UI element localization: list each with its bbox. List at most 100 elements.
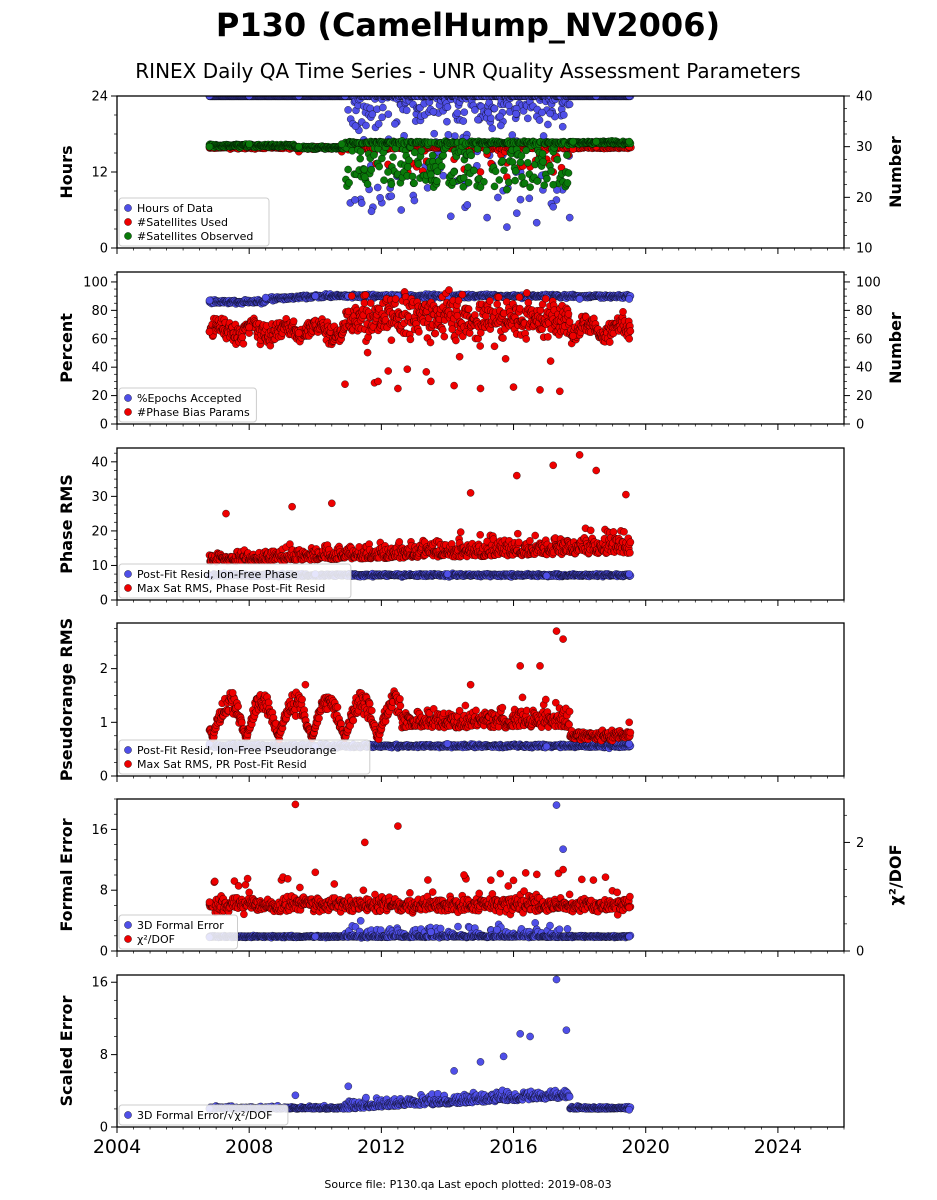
data-point	[540, 181, 548, 189]
data-point	[367, 207, 376, 216]
data-point	[429, 107, 438, 116]
data-point	[415, 328, 423, 336]
data-point	[546, 357, 555, 365]
y-right-tick-label: 20	[856, 389, 873, 404]
data-point	[238, 333, 247, 341]
y-axis-label: Percent	[57, 313, 76, 383]
y-right-tick-label: 30	[856, 140, 873, 155]
data-point	[543, 174, 551, 183]
data-point	[261, 293, 270, 302]
data-point	[476, 183, 485, 191]
data-point	[368, 110, 377, 119]
legend-label: #Satellites Used	[137, 216, 228, 229]
data-point	[450, 381, 458, 390]
data-point	[431, 329, 440, 338]
data-point	[443, 117, 451, 126]
data-point	[564, 169, 573, 177]
legend-label: #Phase Bias Params	[137, 406, 250, 419]
figure-title: P130 (CamelHump_NV2006)	[216, 6, 720, 44]
data-point	[357, 199, 366, 207]
data-point	[522, 146, 530, 155]
data-point	[363, 180, 372, 188]
series-phase_max	[205, 451, 635, 566]
y-tick-label: 60	[91, 332, 108, 347]
figure-subtitle: RINEX Daily QA Time Series - UNR Quality…	[135, 59, 800, 83]
data-point	[453, 109, 462, 117]
series-obs	[205, 137, 635, 194]
data-point	[474, 115, 482, 124]
data-point	[488, 124, 496, 133]
data-point	[427, 377, 435, 386]
y-right-tick-label: 100	[856, 275, 881, 290]
data-point	[344, 165, 352, 174]
data-point	[569, 332, 577, 340]
data-point	[493, 300, 501, 308]
data-point	[351, 122, 360, 130]
data-point	[524, 298, 533, 307]
y-right-tick-label: 20	[856, 191, 873, 206]
data-point	[494, 293, 503, 301]
data-point	[408, 172, 417, 181]
data-point	[526, 183, 534, 191]
data-point	[486, 297, 494, 305]
data-point	[575, 295, 584, 303]
data-point	[205, 327, 214, 336]
data-point	[391, 295, 400, 303]
data-point	[490, 182, 499, 191]
series-bias	[205, 286, 635, 396]
y-tick-label: 12	[91, 166, 108, 181]
data-point	[374, 377, 382, 386]
data-point	[498, 157, 507, 165]
data-point	[433, 177, 441, 185]
data-point	[535, 116, 544, 124]
data-point	[512, 110, 520, 118]
legend-label: Hours of Data	[137, 202, 213, 215]
data-point	[389, 153, 397, 161]
data-point	[565, 318, 574, 326]
data-point	[414, 160, 423, 168]
data-point	[452, 336, 460, 345]
data-point	[370, 151, 378, 159]
y-axis-label: Hours	[57, 145, 76, 198]
data-point	[501, 355, 510, 363]
data-point	[427, 170, 435, 179]
data-point	[503, 223, 511, 231]
legend-marker	[124, 204, 132, 212]
data-point	[376, 194, 384, 202]
data-point	[447, 212, 455, 221]
data-point	[565, 100, 574, 109]
data-point	[405, 156, 413, 165]
data-point	[536, 386, 544, 394]
data-point	[503, 185, 511, 194]
data-point	[496, 112, 504, 121]
data-point	[480, 178, 488, 186]
data-point	[516, 158, 525, 167]
legend-marker	[124, 218, 132, 226]
data-point	[406, 335, 415, 344]
data-point	[544, 333, 552, 341]
panel-1-points	[205, 96, 635, 231]
data-point	[445, 286, 453, 294]
data-point	[511, 167, 520, 175]
data-point	[625, 570, 633, 578]
data-point	[245, 140, 253, 148]
data-point	[494, 193, 502, 202]
data-point	[517, 152, 526, 160]
data-point	[460, 108, 469, 116]
data-point	[402, 106, 411, 115]
data-point	[450, 168, 458, 176]
panel-3-points	[205, 451, 635, 581]
data-point	[360, 299, 369, 307]
data-point	[375, 162, 383, 171]
data-point	[464, 178, 473, 187]
data-point	[470, 166, 478, 175]
data-point	[471, 106, 479, 114]
y-tick-label: 40	[91, 361, 108, 376]
data-point	[433, 167, 442, 176]
data-point	[443, 103, 452, 111]
data-point	[564, 310, 573, 318]
data-point	[505, 178, 513, 187]
data-point	[509, 383, 518, 391]
data-point	[465, 329, 474, 337]
